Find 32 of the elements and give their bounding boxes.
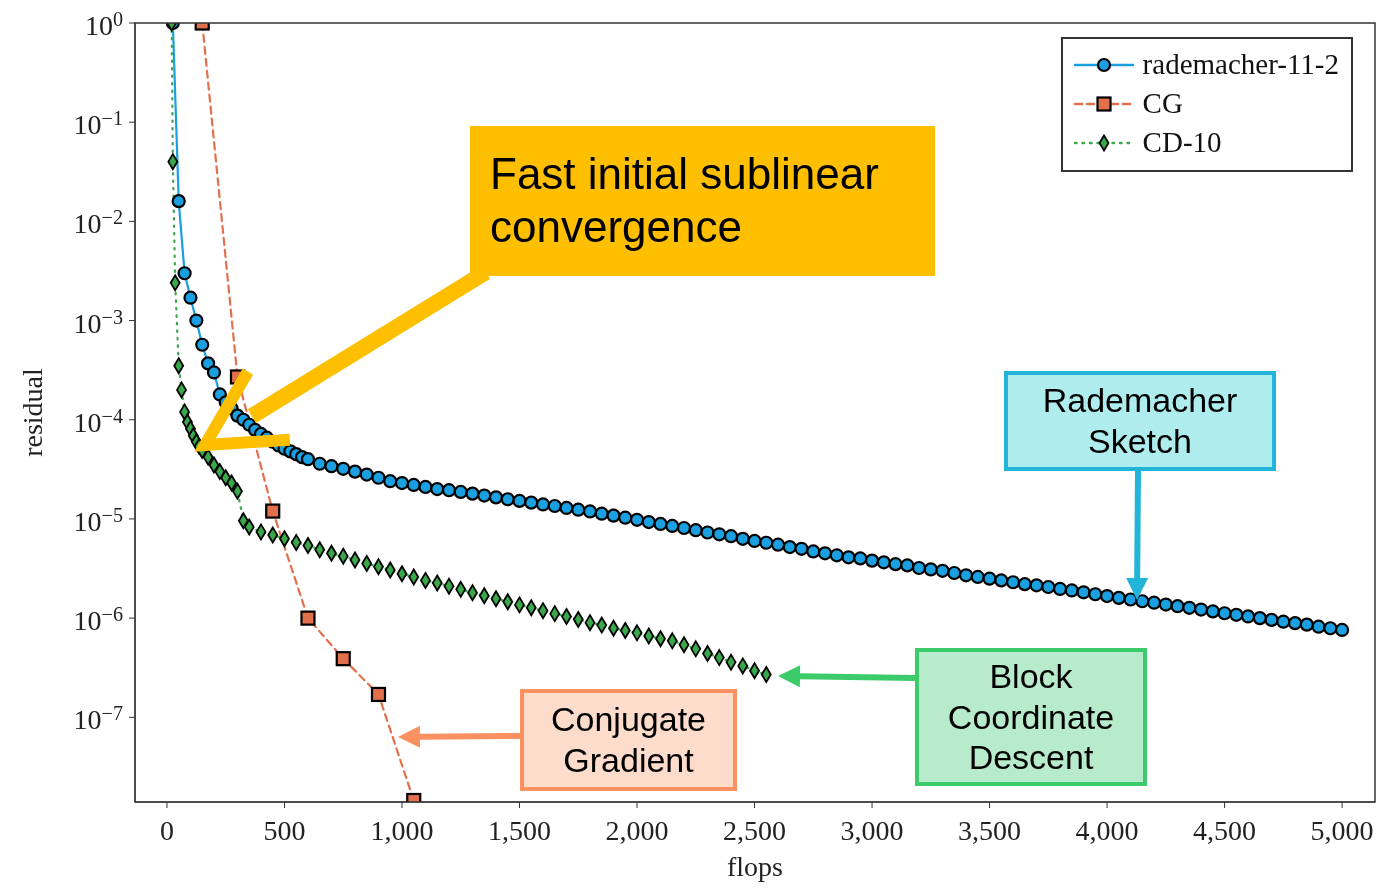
y-tick-label: 10$^{−1}$ bbox=[73, 107, 123, 141]
annotation: Rademacher Sketch bbox=[1041, 380, 1239, 462]
legend-label: CG bbox=[1142, 86, 1183, 121]
x-axis-title: flops bbox=[727, 851, 783, 882]
y-tick-label: 10$^{0}$ bbox=[84, 8, 123, 41]
y-tick-label: 10$^{−7}$ bbox=[73, 702, 123, 736]
y-tick-label: 10$^{−2}$ bbox=[73, 206, 123, 240]
y-tick-label: 10$^{−3}$ bbox=[73, 305, 123, 339]
annotation: Fast initial sublinear convergence bbox=[490, 148, 880, 253]
x-tick-label: 1,500 bbox=[488, 815, 551, 846]
point bbox=[300, 610, 316, 626]
legend-label: CD-10 bbox=[1142, 125, 1222, 160]
x-tick-label: 3,000 bbox=[840, 815, 904, 846]
x-tick-label: 1,000 bbox=[370, 815, 434, 846]
y-axis-title: residual bbox=[17, 367, 48, 457]
point bbox=[335, 651, 351, 667]
x-tick-label: 4,500 bbox=[1193, 815, 1257, 846]
y-tick-label: 10$^{−5}$ bbox=[73, 503, 123, 537]
x-tick-label: 5,000 bbox=[1310, 815, 1374, 846]
y-tick-label: 10$^{−4}$ bbox=[73, 404, 123, 438]
point bbox=[265, 503, 281, 519]
x-tick-label: 0 bbox=[159, 815, 174, 846]
x-tick-label: 500 bbox=[263, 815, 306, 846]
point bbox=[370, 686, 387, 703]
x-tick-label: 4,000 bbox=[1075, 815, 1139, 846]
y-tick-label: 10$^{−6}$ bbox=[73, 603, 123, 637]
legend-label: rademacher-11-2 bbox=[1142, 47, 1339, 82]
annotation: Block Coordinate Descent bbox=[946, 655, 1116, 779]
annotation: Conjugate Gradient bbox=[550, 699, 707, 781]
x-tick-label: 2,500 bbox=[723, 815, 787, 846]
x-tick-label: 3,500 bbox=[958, 815, 1022, 846]
x-tick-label: 2,000 bbox=[605, 815, 669, 846]
